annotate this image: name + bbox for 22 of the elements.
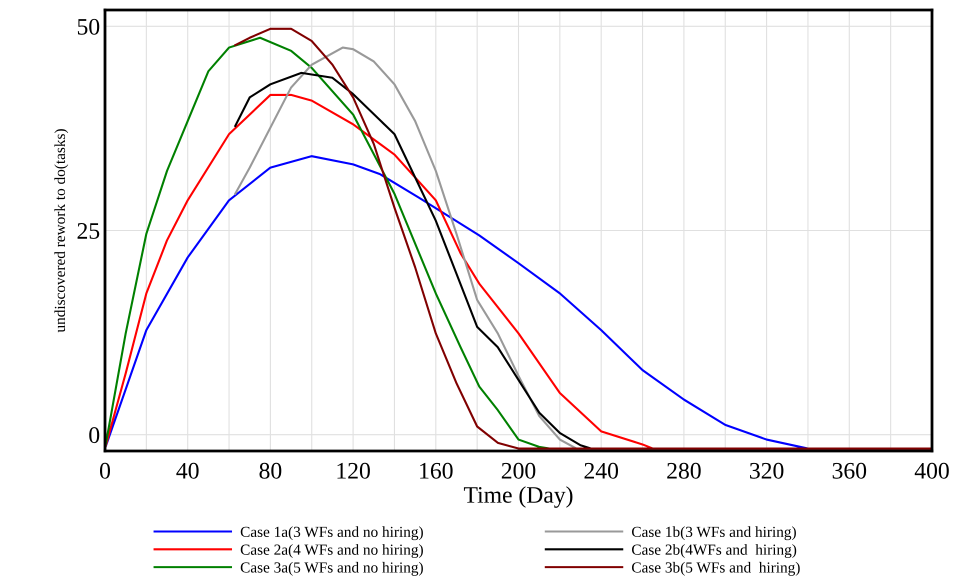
x-tick-label: 0 <box>100 462 110 479</box>
legend-label: Case 1a(3 WFs and no hiring) <box>240 526 423 540</box>
y-tick-label: 0 <box>89 427 100 444</box>
x-tick-label: 80 <box>259 462 282 479</box>
x-tick-label: 120 <box>337 462 370 479</box>
x-tick-label: 160 <box>420 462 453 479</box>
x-tick-label: 240 <box>584 462 618 479</box>
legend-label: Case 2a(4 WFs and no hiring) <box>240 544 423 558</box>
legend-label: Case 3a(5 WFs and no hiring) <box>240 562 423 576</box>
legend-label: Case 2b(4WFs and hiring) <box>632 544 796 558</box>
legend-label: Case 3b(5 WFs and hiring) <box>632 562 800 576</box>
x-axis-title: Time (Day) <box>464 486 572 508</box>
y-tick-label: 50 <box>78 18 100 35</box>
y-tick-label: 25 <box>78 223 100 239</box>
x-tick-label: 200 <box>502 462 536 479</box>
x-tick-label: 280 <box>667 462 701 479</box>
x-tick-label: 360 <box>832 462 866 479</box>
x-tick-label: 320 <box>750 462 784 479</box>
y-axis-title: undiscovered rework to do(tasks) <box>54 129 68 332</box>
x-tick-label: 40 <box>176 462 199 479</box>
x-tick-label: 400 <box>914 462 949 479</box>
legend-label: Case 1b(3 WFs and hiring) <box>632 526 796 540</box>
